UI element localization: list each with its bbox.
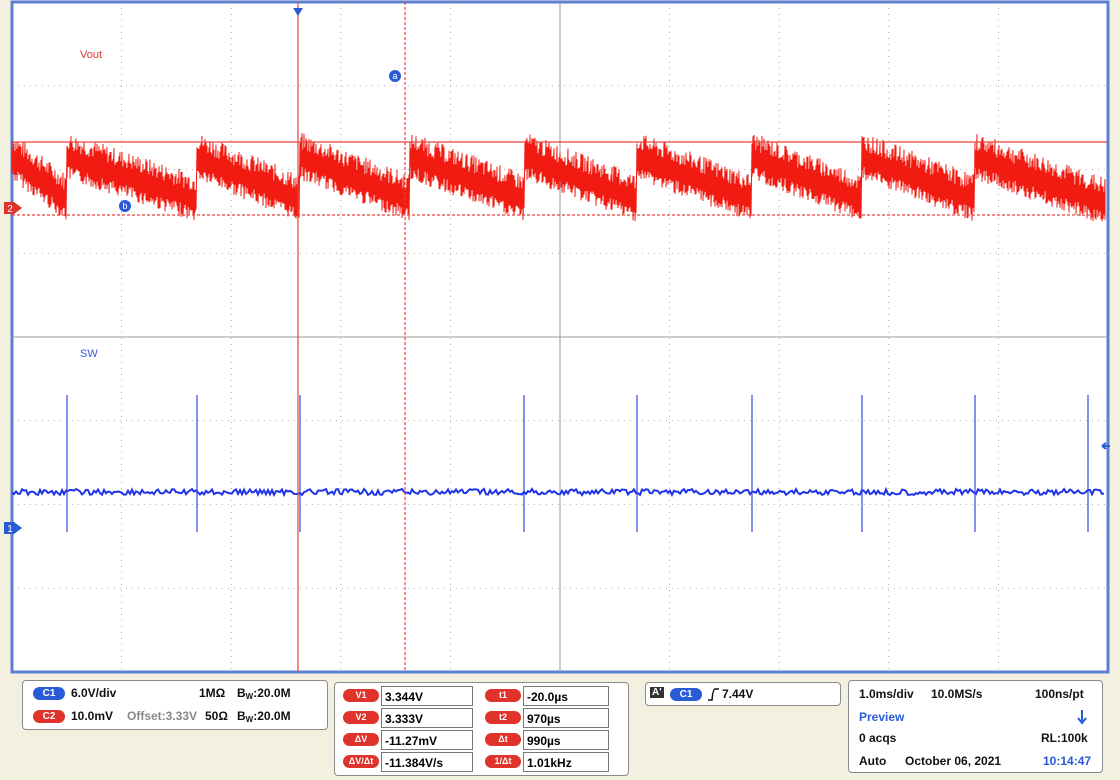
trigger-icon: A' [650,687,664,698]
sw-trace [11,486,1105,498]
cursor-value: 3.344V [381,686,473,706]
bw-symbol: B [237,709,246,723]
bw-sub: W [245,715,254,724]
channel-badge: C1 [33,687,65,700]
trigger-panel: A' C1 7.44V [645,682,841,706]
channel-scale: 10.0mV [71,709,114,723]
bandwidth: BW:20.0M [237,709,291,724]
trace-label: SW [80,348,98,360]
timebase: 1.0ms/div [859,687,914,701]
trace-label: Vout [80,49,102,61]
cursor-marker [119,200,131,212]
cursor-value: 1.01kHz [523,752,609,772]
edge-symbol [708,688,719,701]
channel-marker-label: 1 [7,524,13,535]
trigger-badge: C1 [670,688,702,701]
trigger-position [293,8,303,16]
cursor-label: ΔV [343,733,379,746]
scope-screen: Vout SW a b 2 1 [4,0,1110,674]
bw-sub: W [245,692,254,701]
acq-count: 0 acqs [859,731,897,745]
bw-value: :20.0M [253,709,291,723]
bandwidth: BW:20.0M [237,686,291,701]
bw-symbol: B [237,686,246,700]
acquisition-panel: 1.0ms/div 10.0MS/s 100ns/pt Preview 0 ac… [848,680,1103,773]
cursor-marker-label: b [122,201,127,211]
cursor-label: Δt [485,733,521,746]
grid [12,2,1108,672]
record-length: RL:100k [1041,731,1088,745]
time: 10:14:47 [1043,754,1092,768]
acq-status: Preview [859,710,905,724]
vout-trace [11,133,1106,222]
impedance: 50Ω [205,709,228,723]
cursor-value: -20.0µs [523,686,609,706]
cursor-panel: V1 3.344V V2 3.333V ΔV -11.27mV ΔV/Δt -11.384V/… [334,682,629,776]
cursor-label: 1/Δt [485,755,521,768]
cursor-label: V1 [343,689,379,702]
sample-rate: 10.0MS/s [931,687,983,701]
trigger-level-marker [1101,442,1110,450]
cursor-label: t2 [485,711,521,724]
channel-offset: Offset:3.33V [127,709,198,723]
cursor-value: 990µs [523,730,609,750]
cursor-value: -11.27mV [381,730,473,750]
channel-scale: 6.0V/div [71,686,117,700]
cursor-label: ΔV/Δt [343,755,379,768]
waveforms [11,133,1106,532]
cursor-label: V2 [343,711,379,724]
channel-marker [4,202,22,214]
trigger-level: 7.44V [722,687,754,701]
channel-marker-label: 2 [7,204,13,215]
vertical-panel: C1 6.0V/div 1MΩ BW:20.0M C2 10.0mV Offse… [22,680,328,730]
cursor-label: t1 [485,689,521,702]
arrow-icon [1077,710,1087,725]
cursor-value: 970µs [523,708,609,728]
cursor-marker [389,70,401,82]
channel-badge: C2 [33,710,65,723]
cursor-value: 3.333V [381,708,473,728]
impedance: 1MΩ [199,686,226,700]
cursor-marker-label: a [392,71,397,81]
resolution: 100ns/pt [1035,687,1084,701]
trigger-mode: Auto [859,754,887,768]
bw-value: :20.0M [253,686,291,700]
channel-marker [4,522,22,534]
date: October 06, 2021 [905,754,1002,768]
cursor-value: -11.384V/s [381,752,473,772]
